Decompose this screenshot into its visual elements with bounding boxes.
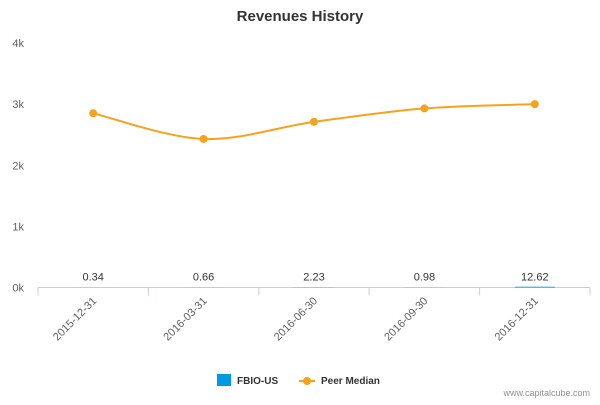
- bar-data-label: 0.66: [193, 272, 214, 284]
- bar-data-label: 12.62: [521, 272, 549, 284]
- y-tick-label: 1k: [12, 221, 24, 233]
- line-series: [89, 100, 539, 143]
- x-tick-label: 2015-12-31: [51, 295, 99, 343]
- peer-median-point: [200, 135, 208, 143]
- fbio-bar: [515, 287, 555, 288]
- y-tick-label: 3k: [12, 99, 24, 111]
- chart-title: Revenues History: [237, 8, 364, 25]
- y-tick-label: 4k: [12, 38, 24, 50]
- x-axis: 2015-12-31 2016-03-31 2016-06-30 2016-09-30…: [38, 288, 590, 344]
- legend-fbio-swatch: [217, 374, 231, 386]
- x-tick-label: 2016-06-30: [272, 295, 320, 343]
- x-tick-label: 2016-03-31: [161, 295, 209, 343]
- legend-peer-marker: [303, 377, 311, 385]
- legend-peer-label: Peer Median: [321, 376, 380, 387]
- y-tick-label: 2k: [12, 160, 24, 172]
- data-labels: 0.34 0.66 2.23 0.98 12.62: [82, 272, 548, 284]
- peer-median-point: [420, 104, 428, 112]
- bar-data-label: 0.34: [82, 272, 103, 284]
- y-axis: 0k 1k 2k 3k 4k: [12, 38, 24, 295]
- bar-data-label: 0.98: [414, 272, 435, 284]
- legend: FBIO-US Peer Median: [217, 374, 380, 387]
- bar-data-label: 2.23: [303, 272, 324, 284]
- x-tick-label: 2016-12-31: [493, 295, 541, 343]
- y-tick-label: 0k: [12, 283, 24, 295]
- x-tick-label: 2016-09-30: [382, 295, 430, 343]
- peer-median-point: [89, 109, 97, 117]
- peer-median-point: [310, 118, 318, 126]
- legend-fbio-label: FBIO-US: [237, 376, 278, 387]
- peer-median-point: [531, 100, 539, 108]
- credit-text: www.capitalcube.com: [502, 388, 590, 398]
